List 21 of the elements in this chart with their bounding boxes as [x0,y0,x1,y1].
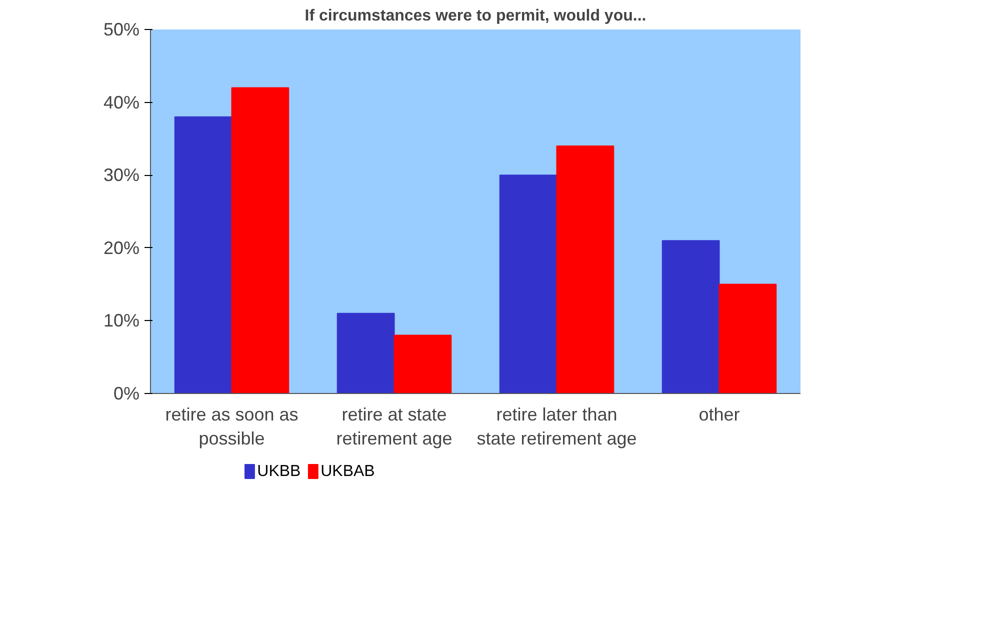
bar [394,334,452,394]
bar [662,240,720,394]
y-tick-label: 30% [103,165,140,186]
y-tick-label: 20% [103,238,140,258]
x-tick-label: retire as soon as possible [165,404,298,448]
legend-label: UKBB [257,463,301,480]
x-tick-label: retire at state retirement age [336,404,452,448]
y-tick-label: 10% [103,310,140,331]
bar [174,116,232,394]
legend-label: UKBAB [320,463,375,480]
y-tick-label: 50% [103,20,140,40]
y-tick-label: 40% [103,92,140,112]
x-tick-label: retire later than state retirement age [476,404,637,448]
x-tick-label: other [698,404,740,424]
y-tick-label: 0% [113,384,140,404]
bar [718,284,777,394]
bar [336,312,395,394]
bar [556,145,614,394]
bar [499,174,558,394]
chart-title: If circumstances were to permit, would you... [304,8,646,24]
bar [231,87,290,394]
